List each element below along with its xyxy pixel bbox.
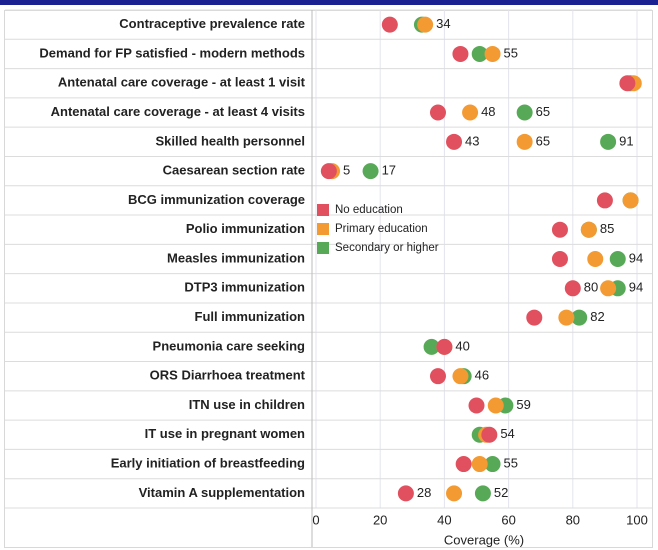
x-axis-label: Coverage (%) (444, 532, 524, 547)
value-label: 65 (536, 104, 550, 119)
value-label: 43 (465, 133, 479, 148)
dot (436, 338, 453, 355)
dot (526, 309, 543, 326)
dot (462, 104, 479, 121)
x-tick-label: 20 (373, 512, 387, 527)
category-label: Caesarean section rate (163, 163, 305, 178)
category-label: Antenatal care coverage - at least 4 vis… (51, 104, 305, 119)
dot (484, 45, 501, 62)
frame (4, 10, 653, 548)
dot (381, 16, 398, 33)
dot (622, 192, 639, 209)
dot (362, 163, 379, 180)
category-label: Measles immunization (167, 250, 305, 265)
dot (471, 45, 488, 62)
legend-swatch (317, 223, 329, 235)
header-banner (0, 0, 658, 5)
dot (397, 485, 414, 502)
dot (619, 75, 636, 92)
dot (446, 485, 463, 502)
category-label: ITN use in children (189, 397, 305, 412)
category-label: Skilled health personnel (155, 133, 305, 148)
dot (474, 485, 491, 502)
category-label: DTP3 immunization (184, 280, 305, 295)
value-label: 28 (417, 485, 431, 500)
dot (452, 45, 469, 62)
value-label: 17 (382, 163, 396, 178)
value-label: 82 (590, 309, 604, 324)
dot (551, 221, 568, 238)
dot (564, 280, 581, 297)
dot (484, 456, 501, 473)
value-label: 54 (500, 426, 514, 441)
value-label: 48 (481, 104, 495, 119)
dot (600, 280, 617, 297)
category-label: Pneumonia care seeking (153, 338, 306, 353)
value-label: 52 (494, 485, 508, 500)
value-label: 46 (475, 368, 489, 383)
value-label: 59 (516, 397, 530, 412)
dot (417, 16, 434, 33)
category-label: Early initiation of breastfeeding (111, 455, 305, 470)
value-label: 5 (343, 163, 350, 178)
value-label: 80 (584, 280, 598, 295)
x-tick-label: 0 (312, 512, 319, 527)
dot (571, 309, 588, 326)
category-label: Full immunization (195, 309, 306, 324)
dot (455, 456, 472, 473)
category-label: Demand for FP satisfied - modern methods (39, 45, 305, 60)
category-label: IT use in pregnant women (145, 426, 305, 441)
legend-label: Secondary or higher (335, 242, 439, 254)
x-tick-label: 40 (437, 512, 451, 527)
dot (587, 251, 604, 267)
value-label: 85 (600, 221, 614, 236)
x-tick-label: 100 (626, 512, 648, 527)
dot (600, 133, 617, 150)
legend-label: No education (335, 204, 403, 216)
category-label: Vitamin A supplementation (139, 485, 305, 500)
dot (429, 104, 446, 121)
dot (487, 397, 504, 414)
category-label: ORS Diarrhoea treatment (150, 368, 306, 383)
value-label: 34 (436, 16, 450, 31)
legend-label: Primary education (335, 223, 428, 235)
dot (429, 368, 446, 385)
dot (423, 338, 440, 355)
x-tick-label: 60 (501, 512, 515, 527)
legend-swatch (317, 242, 329, 254)
dot (320, 163, 337, 180)
dot (471, 456, 488, 473)
dot (468, 397, 485, 414)
x-tick-label: 80 (566, 512, 580, 527)
value-label: 94 (629, 250, 643, 265)
value-label: 94 (629, 280, 643, 295)
value-label: 91 (619, 133, 633, 148)
dot (558, 309, 575, 326)
value-label: 65 (536, 133, 550, 148)
dot (446, 133, 463, 150)
legend-swatch (317, 204, 329, 216)
category-label: Polio immunization (186, 221, 305, 236)
dot (516, 104, 533, 121)
category-label: BCG immunization coverage (128, 192, 305, 207)
dot (580, 221, 597, 238)
dot (516, 133, 533, 150)
category-label: Antenatal care coverage - at least 1 vis… (58, 75, 306, 90)
value-label: 55 (504, 455, 518, 470)
dot (481, 426, 498, 443)
value-label: 40 (455, 338, 469, 353)
value-label: 55 (504, 45, 518, 60)
dot (596, 192, 613, 209)
dot (609, 251, 626, 267)
dot (452, 368, 469, 385)
dot (551, 251, 568, 267)
category-label: Contraceptive prevalence rate (119, 16, 305, 31)
